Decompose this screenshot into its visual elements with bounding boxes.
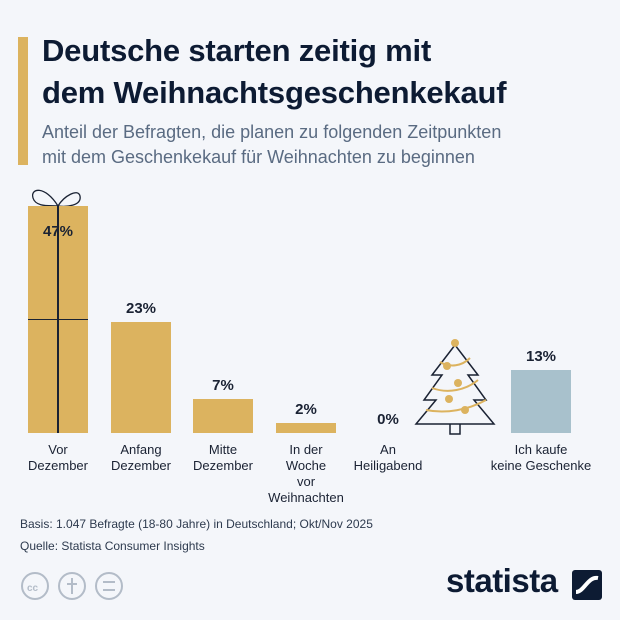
x-tick-label: Mitte Dezember xyxy=(193,442,253,473)
chart-title: Deutsche starten zeitig mit dem Weihnach… xyxy=(42,33,507,110)
ribbon xyxy=(28,318,88,321)
value-label: 13% xyxy=(525,348,557,366)
tree-ornaments xyxy=(443,339,469,414)
note-basis: Basis: 1.047 Befragte (18-80 Jahre) in D… xyxy=(20,517,373,531)
bar xyxy=(193,399,253,433)
x-tick-label: An Heiligabend xyxy=(353,442,423,473)
note-source: Quelle: Statista Consumer Insights xyxy=(20,539,205,553)
x-tick-label: Vor Dezember xyxy=(28,442,88,473)
bar xyxy=(111,321,171,433)
brand-logo: statista xyxy=(446,562,558,599)
value-label: 23% xyxy=(125,299,157,317)
value-label: 2% xyxy=(295,401,317,419)
value-label: 0% xyxy=(377,411,399,428)
license-icons xyxy=(21,572,123,600)
bar xyxy=(511,370,571,433)
x-tick-label: In der Woche vor Weihnachten xyxy=(268,442,344,505)
value-label: 7% xyxy=(212,377,234,395)
cc-label: cc xyxy=(27,583,39,594)
logo-mark xyxy=(572,570,602,600)
tree-icon xyxy=(414,343,496,435)
chart-subtitle: Anteil der Befragten, die planen zu folg… xyxy=(42,122,502,167)
x-tick-label: Ich kaufe keine Geschenke xyxy=(490,442,592,473)
x-tick-label: Anfang Dezember xyxy=(111,442,171,473)
accent-bar xyxy=(18,37,28,165)
bar xyxy=(276,423,336,433)
